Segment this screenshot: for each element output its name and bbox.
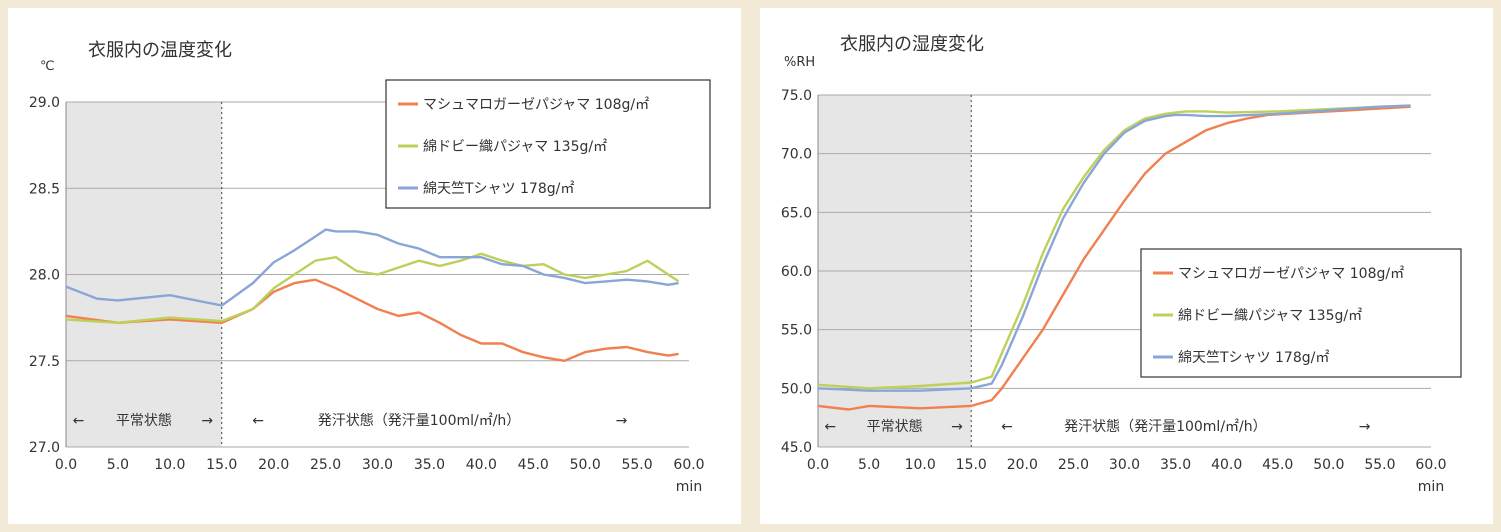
legend-label-3: 綿天竺Tシャツ 178g/㎡	[423, 181, 574, 197]
y-tick-label: 75.0	[781, 88, 812, 104]
y-tick-label: 27.0	[29, 440, 60, 456]
y-tick-label: 28.5	[29, 181, 60, 197]
normal-arrow-left: ←	[73, 413, 85, 429]
legend-label-2: 綿ドビー織パジャマ 135g/㎡	[1178, 308, 1362, 324]
x-tick-label: 60.0	[673, 457, 704, 473]
x-tick-label: 15.0	[206, 457, 237, 473]
y-tick-label: 60.0	[781, 264, 812, 280]
y-tick-label: 55.0	[781, 323, 812, 339]
x-tick-label: 60.0	[1415, 457, 1446, 473]
x-tick-label: 25.0	[310, 457, 341, 473]
humidity-chart-panel: 衣服内の湿度変化 %RH 45.0 50.0 55.0 60.0 65.0 70.0 75.0 0…	[760, 8, 1493, 524]
legend-label-1: マシュマロガーゼパジャマ 108g/㎡	[423, 97, 649, 113]
chart-title: 衣服内の湿度変化	[840, 34, 984, 55]
legend-label-2: 綿ドビー織パジャマ 135g/㎡	[423, 139, 607, 155]
x-tick-label: 25.0	[1058, 457, 1089, 473]
normal-state-label: 平常状態	[867, 419, 923, 435]
x-tick-label: 35.0	[1160, 457, 1191, 473]
series-line-3	[65, 228, 679, 307]
x-axis-label: min	[676, 479, 702, 495]
x-tick-label: 35.0	[414, 457, 445, 473]
x-tick-label: 15.0	[956, 457, 987, 473]
normal-arrow-right: →	[201, 413, 213, 429]
x-tick-label: 55.0	[1364, 457, 1395, 473]
temperature-chart: 衣服内の温度変化 ℃ 27.0 27.5 28.0 28.5 29.0 0.0 5.0 10.0 1…	[29, 40, 711, 495]
legend-label-1: マシュマロガーゼパジャマ 108g/㎡	[1178, 266, 1404, 282]
y-unit-label: ℃	[40, 59, 55, 74]
sweat-arrow-left: ←	[252, 413, 264, 429]
chart-title: 衣服内の温度変化	[88, 40, 232, 61]
series-line-3	[817, 104, 1411, 392]
x-tick-label: 45.0	[1262, 457, 1293, 473]
x-tick-label: 40.0	[466, 457, 497, 473]
normal-arrow-left: ←	[824, 419, 836, 435]
sweat-arrow-left: ←	[1001, 419, 1013, 435]
x-tick-label: 20.0	[258, 457, 289, 473]
x-tick-label: 5.0	[107, 457, 129, 473]
x-tick-label: 20.0	[1007, 457, 1038, 473]
y-tick-label: 45.0	[781, 440, 812, 456]
x-tick-label: 55.0	[621, 457, 652, 473]
x-tick-label: 10.0	[154, 457, 185, 473]
x-tick-label: 5.0	[858, 457, 880, 473]
sweat-arrow-right: →	[616, 413, 628, 429]
y-tick-label: 65.0	[781, 205, 812, 221]
legend-label-3: 綿天竺Tシャツ 178g/㎡	[1178, 350, 1329, 366]
normal-state-label: 平常状態	[116, 413, 172, 429]
temperature-chart-panel: 衣服内の温度変化 ℃ 27.0 27.5 28.0 28.5 29.0 0.0 5.0 10.0 1…	[8, 8, 741, 524]
y-tick-label: 28.0	[29, 268, 60, 284]
y-tick-label: 50.0	[781, 381, 812, 397]
sweat-state-label: 発汗状態（発汗量100ml/㎡/h）	[318, 413, 521, 429]
x-tick-label: 0.0	[55, 457, 77, 473]
y-tick-label: 70.0	[781, 147, 812, 163]
series-line-2	[65, 252, 680, 324]
legend-box	[385, 79, 711, 209]
x-axis-label: min	[1418, 479, 1444, 495]
x-tick-label: 10.0	[905, 457, 936, 473]
x-tick-label: 50.0	[570, 457, 601, 473]
y-tick-label: 27.5	[29, 354, 60, 370]
series-line-2	[817, 104, 1411, 390]
sweat-state-label: 発汗状態（発汗量100ml/㎡/h）	[1064, 419, 1267, 435]
humidity-chart: 衣服内の湿度変化 %RH 45.0 50.0 55.0 60.0 65.0 70.0 75.0 0…	[781, 34, 1462, 495]
normal-arrow-right: →	[951, 419, 963, 435]
x-tick-label: 45.0	[518, 457, 549, 473]
sweat-arrow-right: →	[1359, 419, 1371, 435]
y-tick-label: 29.0	[29, 95, 60, 111]
x-tick-label: 50.0	[1313, 457, 1344, 473]
x-tick-label: 0.0	[807, 457, 829, 473]
x-tick-label: 30.0	[362, 457, 393, 473]
x-tick-label: 30.0	[1109, 457, 1140, 473]
legend-box	[1140, 248, 1462, 378]
x-tick-label: 40.0	[1211, 457, 1242, 473]
y-unit-label: %RH	[784, 55, 815, 70]
